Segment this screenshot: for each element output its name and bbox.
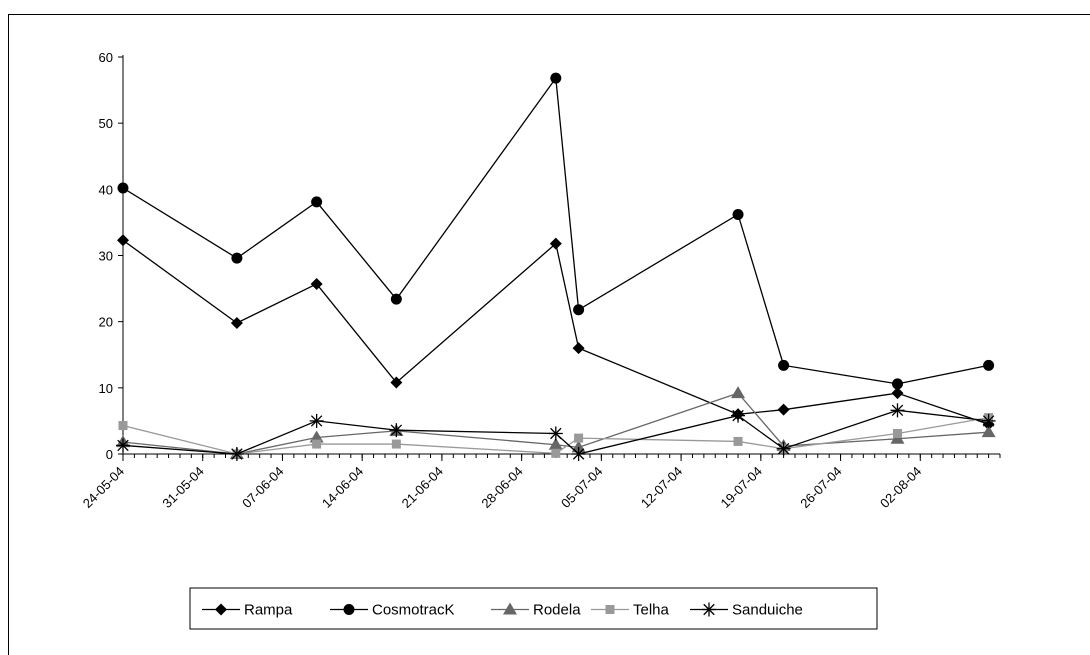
x-tick-label: 28-06-04 <box>478 464 525 511</box>
data-point-telha <box>391 439 401 449</box>
data-point-sanduiche <box>116 438 130 453</box>
data-point-cosmotrack <box>390 293 402 305</box>
data-point-cosmotrack <box>891 378 903 390</box>
data-point-telha <box>551 448 561 458</box>
legend-box <box>189 587 878 630</box>
data-point-sanduiche <box>309 413 324 428</box>
x-tick-label: 14-06-04 <box>319 464 366 511</box>
y-tick-label: 40 <box>99 182 113 197</box>
x-tick-label: 02-08-04 <box>877 464 924 511</box>
data-point-rampa <box>310 277 323 290</box>
data-point-rampa <box>891 387 904 400</box>
y-tick-label: 30 <box>99 249 113 264</box>
y-tick-label: 50 <box>99 116 113 131</box>
data-point-rampa <box>549 237 562 250</box>
series-line-sanduiche <box>122 409 989 455</box>
data-point-rodela <box>309 430 324 443</box>
data-point-cosmotrack <box>778 359 790 371</box>
data-point-rodela <box>571 440 586 453</box>
data-point-rampa <box>777 403 790 416</box>
data-point-telha <box>733 436 743 446</box>
x-tick-label: 31-05-04 <box>159 464 206 511</box>
data-point-cosmotrack <box>311 196 323 208</box>
x-tick-label: 12-07-04 <box>638 464 685 511</box>
legend-marker-telha <box>605 605 615 614</box>
chart-frame <box>8 14 1090 655</box>
data-point-rodela <box>731 386 746 399</box>
x-tick-label: 21-06-04 <box>399 464 446 511</box>
x-tick-label: 26-07-04 <box>797 464 844 511</box>
data-point-rampa <box>117 234 129 247</box>
data-point-cosmotrack <box>732 208 744 220</box>
x-tick-label: 19-07-04 <box>718 464 765 511</box>
data-point-sanduiche <box>229 447 244 461</box>
y-tick-label: 0 <box>106 447 113 462</box>
data-point-sanduiche <box>731 408 746 423</box>
data-point-rampa <box>230 316 243 329</box>
y-tick-label: 20 <box>99 315 113 330</box>
data-point-rampa <box>572 342 585 355</box>
data-point-cosmotrack <box>550 72 562 84</box>
data-point-cosmotrack <box>117 182 129 194</box>
data-point-cosmotrack <box>573 304 585 316</box>
data-point-telha <box>892 428 902 438</box>
data-point-sanduiche <box>571 447 586 461</box>
data-point-sanduiche <box>548 426 563 441</box>
data-point-cosmotrack <box>983 359 995 371</box>
data-point-telha <box>574 433 584 443</box>
y-tick-label: 10 <box>99 381 113 396</box>
legend-label-telha: Telha <box>633 602 670 619</box>
legend-marker-cosmotrack <box>343 604 355 615</box>
legend-label-rodela: Rodela <box>533 602 581 619</box>
series-line-cosmotrack <box>122 76 989 385</box>
series-line-telha <box>122 416 989 455</box>
y-tick-label: 60 <box>99 50 113 65</box>
x-tick-label: 05-07-04 <box>558 464 605 511</box>
legend-label-cosmotrack: CosmotracK <box>372 602 455 619</box>
series-line-rampa <box>122 239 989 425</box>
legend-marker-sanduiche <box>702 602 716 617</box>
legend-label-rampa: Rampa <box>244 602 293 619</box>
x-tick-label: 07-06-04 <box>239 464 286 511</box>
data-point-sanduiche <box>981 413 996 428</box>
x-tick-label: 24-05-04 <box>80 464 127 511</box>
legend-marker-rodela <box>503 602 517 615</box>
data-point-sanduiche <box>776 441 791 456</box>
data-point-rodela <box>548 437 563 450</box>
legend-marker-rampa <box>215 603 227 616</box>
data-point-sanduiche <box>389 423 404 438</box>
data-point-telha <box>118 421 128 431</box>
data-point-rampa <box>390 376 403 389</box>
data-point-cosmotrack <box>231 252 243 264</box>
legend-label-sanduiche: Sanduiche <box>732 602 803 619</box>
data-point-sanduiche <box>890 403 905 418</box>
data-point-telha <box>312 439 322 449</box>
data-point-rodela <box>981 425 996 438</box>
